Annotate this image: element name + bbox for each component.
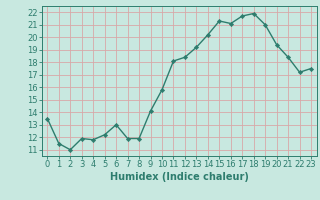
X-axis label: Humidex (Indice chaleur): Humidex (Indice chaleur) (110, 172, 249, 182)
